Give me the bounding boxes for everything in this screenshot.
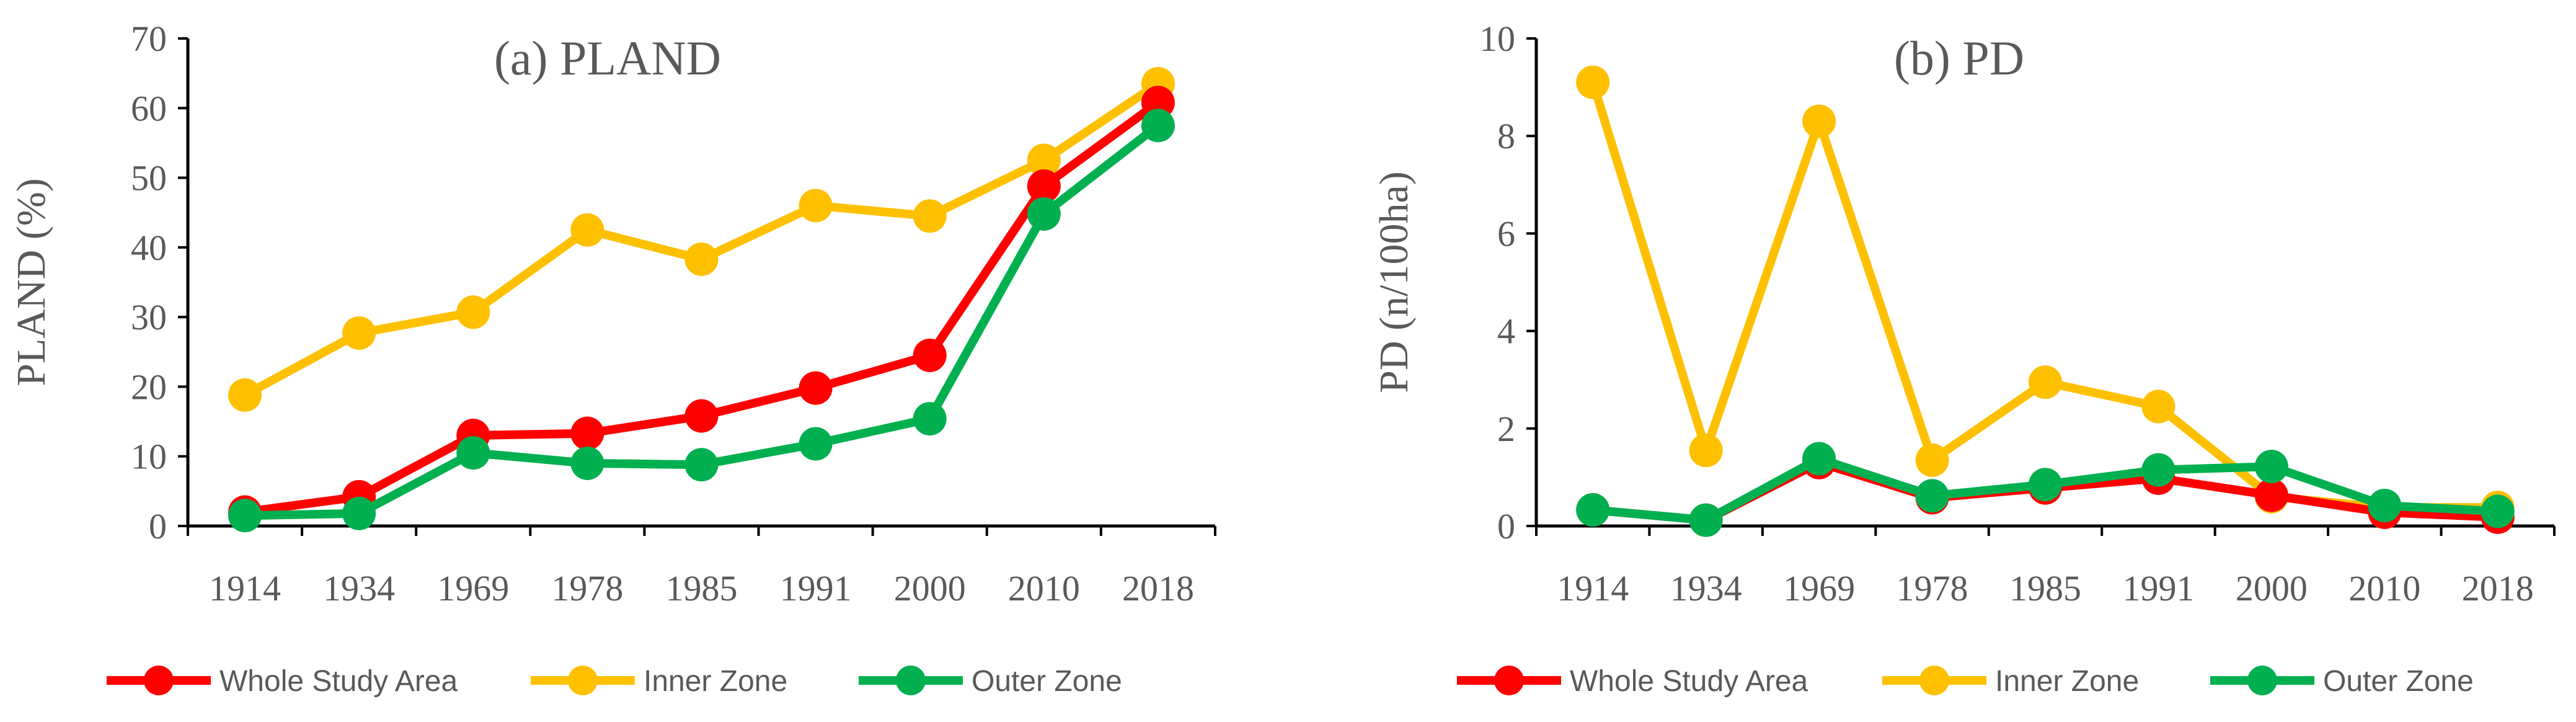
legend-label-inner-zone-a: Inner Zone — [644, 665, 787, 698]
chart-title-b: (b) PD — [1894, 31, 2024, 85]
data-point-whole-study-area-a — [1027, 169, 1061, 203]
data-point-outer-zone-a — [684, 448, 719, 482]
x-tick-label-a: 1985 — [666, 568, 738, 608]
data-point-outer-zone-a — [913, 402, 947, 436]
series-line-inner-zone-b — [1588, 78, 2502, 512]
x-tick-label-b: 1985 — [2009, 568, 2081, 608]
legend-marker-outer-zone-b — [2247, 666, 2277, 695]
data-point-inner-zone-a — [228, 378, 262, 412]
legend-marker-outer-zone-a — [896, 666, 926, 695]
x-tick-label-b: 2018 — [2462, 568, 2534, 608]
legend-marker-whole-study-area-b — [1494, 666, 1524, 695]
x-tick-label-b: 2000 — [2236, 568, 2308, 608]
y-tick-label-a: 30 — [131, 297, 167, 337]
y-tick-label-a: 50 — [131, 158, 167, 198]
y-tick-label-a: 10 — [131, 437, 167, 477]
x-tick-label-a: 2010 — [1008, 568, 1080, 608]
data-point-whole-study-area-a — [570, 416, 604, 450]
data-point-outer-zone-b — [2481, 494, 2515, 528]
data-point-outer-zone-b — [1915, 479, 1949, 513]
chart-title-a: (a) PLAND — [494, 31, 721, 85]
data-point-whole-study-area-a — [913, 338, 947, 372]
legend-label-inner-zone-b: Inner Zone — [1995, 665, 2139, 698]
x-tick-label-a: 1934 — [323, 568, 395, 608]
data-point-outer-zone-b — [2141, 453, 2175, 487]
y-tick-label-a: 70 — [131, 19, 167, 59]
y-tick-label-b: 0 — [1497, 506, 1515, 546]
data-point-inner-zone-a — [1027, 143, 1061, 177]
data-point-outer-zone-b — [2368, 488, 2402, 522]
x-tick-label-b: 1978 — [1897, 568, 1968, 608]
y-tick-label-a: 60 — [131, 88, 167, 128]
data-point-outer-zone-a — [1141, 109, 1175, 143]
x-tick-label-b: 1934 — [1670, 568, 1742, 608]
data-point-whole-study-area-b — [2254, 478, 2288, 512]
chart-panel-b: (b) PD PD (n/100ha) 0 2 4 6 8 10 1914 1934 1969 197… — [1371, 19, 2556, 698]
y-tick-label-b: 6 — [1497, 213, 1515, 254]
legend-marker-inner-zone-b — [1919, 666, 1949, 695]
legend-label-outer-zone-a: Outer Zone — [972, 665, 1122, 698]
legend-label-whole-study-area-b: Whole Study Area — [1570, 665, 1808, 698]
data-point-outer-zone-b — [1689, 503, 1723, 537]
data-point-inner-zone-a — [913, 199, 947, 233]
y-axis-title-a: PLAND (%) — [9, 178, 54, 386]
series-line-inner-zone-a — [241, 79, 1162, 399]
y-axis-title-b: PD (n/100ha) — [1371, 171, 1417, 393]
y-tick-label-b: 8 — [1497, 116, 1515, 156]
y-tick-label-b: 4 — [1497, 311, 1515, 352]
x-tick-label-a: 1969 — [437, 568, 509, 608]
data-point-inner-zone-b — [1915, 443, 1949, 477]
data-point-inner-zone-b — [1802, 104, 1836, 138]
x-tick-label-b: 1991 — [2122, 568, 2194, 608]
data-point-whole-study-area-a — [684, 399, 719, 433]
legend-label-whole-study-area-a: Whole Study Area — [219, 665, 458, 698]
x-tick-label-a: 2018 — [1122, 568, 1194, 608]
data-point-inner-zone-a — [342, 316, 376, 350]
data-point-inner-zone-a — [570, 213, 604, 247]
legend-marker-whole-study-area-a — [144, 666, 174, 695]
data-point-inner-zone-b — [2141, 390, 2175, 424]
data-point-outer-zone-b — [2029, 468, 2062, 502]
x-tick-label-b: 1914 — [1557, 568, 1629, 608]
data-point-outer-zone-b — [2254, 450, 2288, 484]
data-point-outer-zone-a — [456, 436, 490, 470]
x-tick-label-b: 2010 — [2348, 568, 2420, 608]
legend-marker-inner-zone-a — [568, 666, 598, 695]
data-point-outer-zone-a — [1027, 197, 1061, 231]
data-point-outer-zone-b — [1802, 442, 1836, 476]
data-point-whole-study-area-a — [799, 371, 833, 405]
data-point-outer-zone-b — [1576, 493, 1610, 527]
y-tick-label-a: 40 — [131, 228, 167, 268]
data-point-outer-zone-a — [342, 496, 376, 530]
y-tick-label-b: 2 — [1497, 409, 1515, 449]
data-point-outer-zone-a — [228, 499, 262, 533]
legend-label-outer-zone-b: Outer Zone — [2323, 665, 2474, 698]
data-point-inner-zone-a — [456, 295, 490, 329]
x-tick-label-a: 1978 — [551, 568, 623, 608]
x-tick-label-a: 1991 — [780, 568, 852, 608]
data-point-whole-study-area-a — [1141, 86, 1175, 120]
chart-panel-a: (a) PLAND PLAND (%) 0 10 20 30 40 50 60 70 1914 193… — [9, 19, 1216, 698]
x-tick-label-a: 2000 — [894, 568, 966, 608]
data-point-inner-zone-a — [684, 242, 719, 276]
x-tick-label-a: 1914 — [209, 568, 281, 608]
x-tick-label-b: 1969 — [1783, 568, 1855, 608]
y-tick-label-a: 20 — [131, 367, 167, 407]
data-point-outer-zone-a — [799, 427, 833, 461]
y-tick-label-a: 0 — [149, 506, 167, 546]
data-point-inner-zone-a — [799, 189, 833, 223]
data-point-inner-zone-b — [2029, 365, 2062, 399]
data-point-inner-zone-b — [1576, 65, 1610, 99]
y-tick-label-b: 10 — [1479, 19, 1515, 59]
data-point-inner-zone-b — [1689, 434, 1723, 468]
data-point-outer-zone-a — [570, 446, 604, 480]
